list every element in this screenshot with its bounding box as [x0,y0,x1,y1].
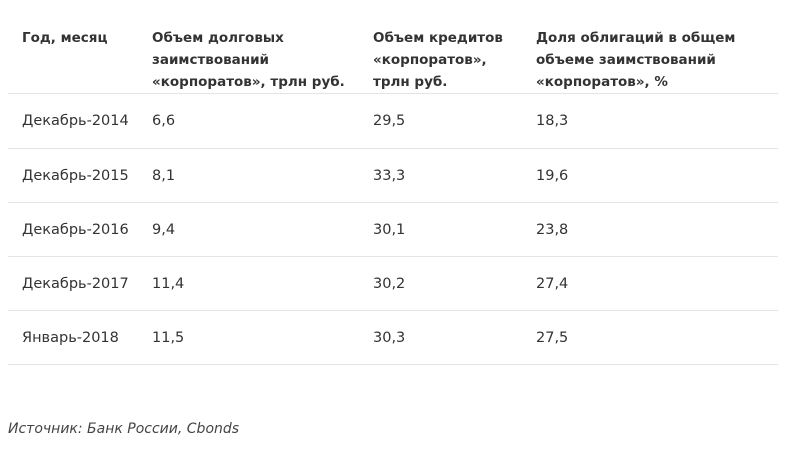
cell-debt-volume: 11,5 [138,310,359,365]
cell-bond-share: 18,3 [522,93,778,149]
cell-period: Декабрь-2017 [8,256,138,311]
table-row: Декабрь-2014 6,6 29,5 18,3 [8,93,778,149]
cell-loan-volume: 33,3 [359,148,522,203]
cell-bond-share: 19,6 [522,148,778,203]
table-row: Январь-2018 11,5 30,3 27,5 [8,310,778,365]
table-row: Декабрь-2015 8,1 33,3 19,6 [8,148,778,203]
source-note: Источник: Банк России, Cbonds [8,421,240,437]
table-header-row: Год, месяц Объем долговых заимствований … [8,0,778,94]
header-bond-share: Доля облигаций в общем объеме заимствова… [522,0,778,94]
header-loan-volume: Объем кредитов «корпоратов», трлн руб. [359,0,522,94]
cell-debt-volume: 9,4 [138,202,359,257]
cell-loan-volume: 30,1 [359,202,522,257]
cell-period: Январь-2018 [8,310,138,365]
cell-loan-volume: 30,2 [359,256,522,311]
borrowing-table: Год, месяц Объем долговых заимствований … [8,0,778,365]
data-table-container: Год, месяц Объем долговых заимствований … [8,0,778,365]
cell-debt-volume: 11,4 [138,256,359,311]
cell-debt-volume: 6,6 [138,93,359,149]
cell-period: Декабрь-2014 [8,93,138,149]
cell-bond-share: 23,8 [522,202,778,257]
header-year-month: Год, месяц [8,0,138,94]
table-row: Декабрь-2016 9,4 30,1 23,8 [8,202,778,257]
cell-bond-share: 27,4 [522,256,778,311]
cell-period: Декабрь-2015 [8,148,138,203]
cell-period: Декабрь-2016 [8,202,138,257]
cell-loan-volume: 29,5 [359,93,522,149]
table-row: Декабрь-2017 11,4 30,2 27,4 [8,256,778,311]
cell-debt-volume: 8,1 [138,148,359,203]
cell-bond-share: 27,5 [522,310,778,365]
header-debt-volume: Объем долговых заимствований «корпоратов… [138,0,359,94]
cell-loan-volume: 30,3 [359,310,522,365]
